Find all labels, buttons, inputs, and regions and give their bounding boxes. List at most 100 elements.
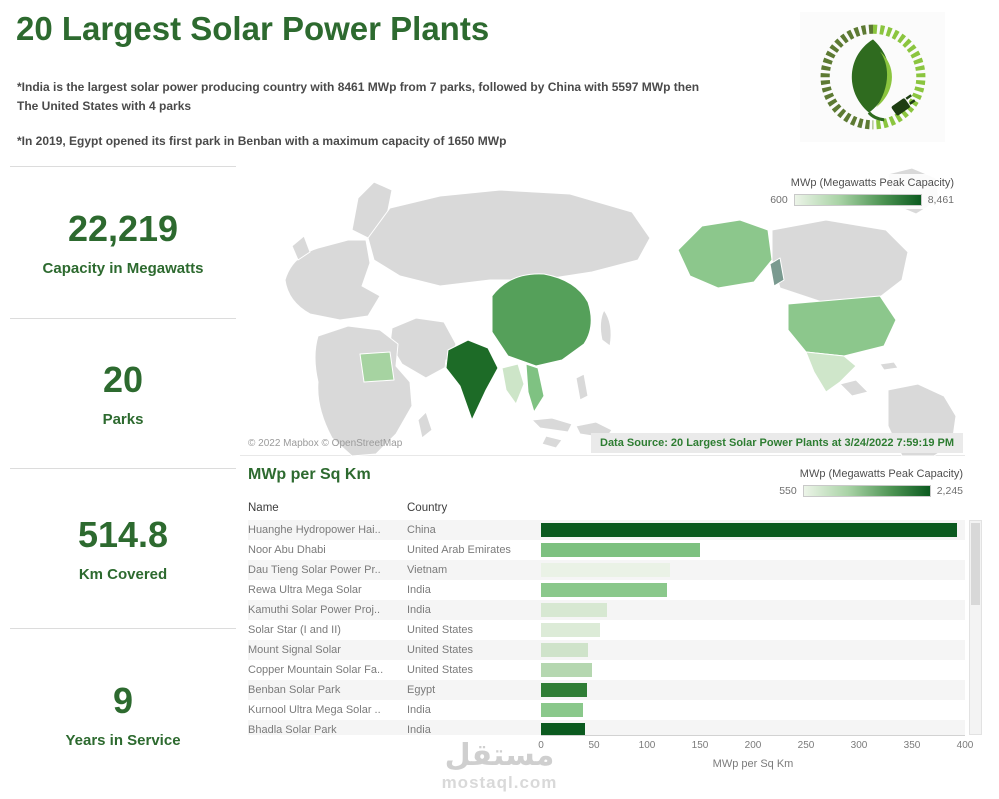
- country-russia[interactable]: [367, 189, 651, 287]
- table-row[interactable]: Kamuthi Solar Power Proj.. India: [248, 600, 965, 620]
- bar[interactable]: [541, 723, 585, 735]
- kpi-parks-value: 20: [102, 359, 144, 400]
- vertical-scrollbar[interactable]: [969, 520, 982, 735]
- kpi-column: 22,219 Capacity in Megawatts 20 Parks 51…: [10, 166, 236, 799]
- country-japan[interactable]: [599, 309, 612, 347]
- bar-legend-min: 550: [779, 485, 797, 497]
- plant-name: Solar Star (I and II): [248, 624, 341, 636]
- bar-chart-title: MWp per Sq Km: [248, 466, 371, 483]
- country-central-america[interactable]: [839, 379, 869, 397]
- country-philippines[interactable]: [575, 373, 589, 401]
- country-europe[interactable]: [284, 239, 381, 321]
- table-row[interactable]: Solar Star (I and II) United States: [248, 620, 965, 640]
- bar-track: [541, 663, 965, 677]
- bar[interactable]: [541, 563, 671, 577]
- country-alaska[interactable]: [677, 219, 773, 289]
- plant-name: Huanghe Hydropower Hai..: [248, 524, 381, 536]
- bar-track: [541, 563, 965, 577]
- country-africa[interactable]: [314, 325, 413, 456]
- table-header-row: Name Country: [248, 502, 541, 514]
- table-row[interactable]: Dau Tieng Solar Power Pr.. Vietnam: [248, 560, 965, 580]
- bar[interactable]: [541, 683, 587, 697]
- bar-color-legend: MWp (Megawatts Peak Capacity) 550 2,245: [779, 468, 963, 497]
- map-legend-min: 600: [770, 194, 788, 206]
- plant-name: Dau Tieng Solar Power Pr..: [248, 564, 381, 576]
- table-row[interactable]: Kurnool Ultra Mega Solar .. India: [248, 700, 965, 720]
- bar[interactable]: [541, 603, 607, 617]
- plant-name: Kurnool Ultra Mega Solar ..: [248, 704, 381, 716]
- scrollbar-thumb[interactable]: [971, 523, 980, 605]
- country-united-states[interactable]: [787, 295, 897, 357]
- country-pacific-coast[interactable]: [769, 257, 785, 287]
- plant-country: Vietnam: [407, 564, 448, 576]
- plant-country: United States: [407, 644, 474, 656]
- x-tick-label: 50: [588, 740, 600, 751]
- kpi-years-label: Years in Service: [65, 731, 181, 749]
- plant-country: India: [407, 604, 431, 616]
- kpi-years-value: 9: [112, 679, 134, 721]
- plant-country: Egypt: [407, 684, 436, 696]
- country-middle-east[interactable]: [389, 317, 457, 379]
- country-indonesia-3[interactable]: [541, 435, 563, 449]
- kpi-parks: 20 Parks: [10, 318, 236, 468]
- country-indonesia-1[interactable]: [531, 417, 573, 433]
- map-legend-gradient: [793, 194, 922, 206]
- bar[interactable]: [541, 543, 700, 557]
- table-row[interactable]: Bhadla Solar Park India: [248, 720, 965, 735]
- bar[interactable]: [541, 623, 601, 637]
- plant-name: Benban Solar Park: [248, 684, 341, 696]
- table-row[interactable]: Noor Abu Dhabi United Arab Emirates: [248, 540, 965, 560]
- page-title: 20 Largest Solar Power Plants: [16, 10, 490, 47]
- column-header-name[interactable]: Name: [248, 502, 279, 514]
- x-tick-label: 100: [638, 740, 656, 751]
- plant-country: United States: [407, 624, 474, 636]
- plant-name: Copper Mountain Solar Fa..: [248, 664, 384, 676]
- x-tick-label: 250: [797, 740, 815, 751]
- x-tick-label: 350: [903, 740, 921, 751]
- bar-track: [541, 683, 965, 697]
- bar[interactable]: [541, 583, 668, 597]
- column-header-country[interactable]: Country: [407, 502, 448, 514]
- table-row[interactable]: Benban Solar Park Egypt: [248, 680, 965, 700]
- kpi-km-covered-value: 514.8: [77, 514, 169, 555]
- country-cuba[interactable]: [879, 361, 899, 371]
- bar[interactable]: [541, 663, 592, 677]
- bar-track: [541, 723, 965, 735]
- country-mexico[interactable]: [805, 351, 857, 393]
- kpi-km-covered: 514.8 Km Covered: [10, 468, 236, 628]
- country-madagascar[interactable]: [417, 411, 433, 439]
- country-uk[interactable]: [291, 235, 311, 261]
- kpi-years: 9 Years in Service: [10, 628, 236, 799]
- x-tick-label: 0: [538, 740, 544, 751]
- kpi-capacity: 22,219 Capacity in Megawatts: [10, 166, 236, 318]
- table-row[interactable]: Rewa Ultra Mega Solar India: [248, 580, 965, 600]
- map-attribution[interactable]: © 2022 Mapbox © OpenStreetMap: [248, 438, 403, 449]
- bar[interactable]: [541, 523, 957, 537]
- table-row[interactable]: Huanghe Hydropower Hai.. China: [248, 520, 965, 540]
- country-thailand[interactable]: [501, 363, 525, 405]
- table-row[interactable]: Copper Mountain Solar Fa.. United States: [248, 660, 965, 680]
- leaf-energy-logo-icon: [820, 24, 925, 130]
- x-axis: 0 50 100 150 200 250 300 350 400: [538, 735, 973, 753]
- country-canada[interactable]: [771, 219, 909, 303]
- x-tick-label: 200: [744, 740, 762, 751]
- bar-track: [541, 703, 965, 717]
- kpi-parks-label: Parks: [102, 411, 144, 428]
- bar[interactable]: [541, 643, 588, 657]
- country-vietnam[interactable]: [525, 363, 545, 413]
- plant-country: United States: [407, 664, 474, 676]
- x-tick-label: 300: [850, 740, 868, 751]
- country-india[interactable]: [445, 339, 499, 421]
- bar[interactable]: [541, 703, 584, 717]
- plant-country: China: [407, 524, 436, 536]
- plant-name: Kamuthi Solar Power Proj..: [248, 604, 381, 616]
- table-row[interactable]: Mount Signal Solar United States: [248, 640, 965, 660]
- country-china[interactable]: [491, 273, 592, 367]
- map-legend-title: MWp (Megawatts Peak Capacity): [790, 177, 954, 189]
- plant-name: Mount Signal Solar: [248, 644, 341, 656]
- bar-legend-max: 2,245: [936, 485, 963, 497]
- plant-country: India: [407, 704, 431, 716]
- choropleth-world-map[interactable]: [240, 168, 965, 456]
- country-egypt[interactable]: [359, 351, 395, 383]
- bar-track: [541, 543, 965, 557]
